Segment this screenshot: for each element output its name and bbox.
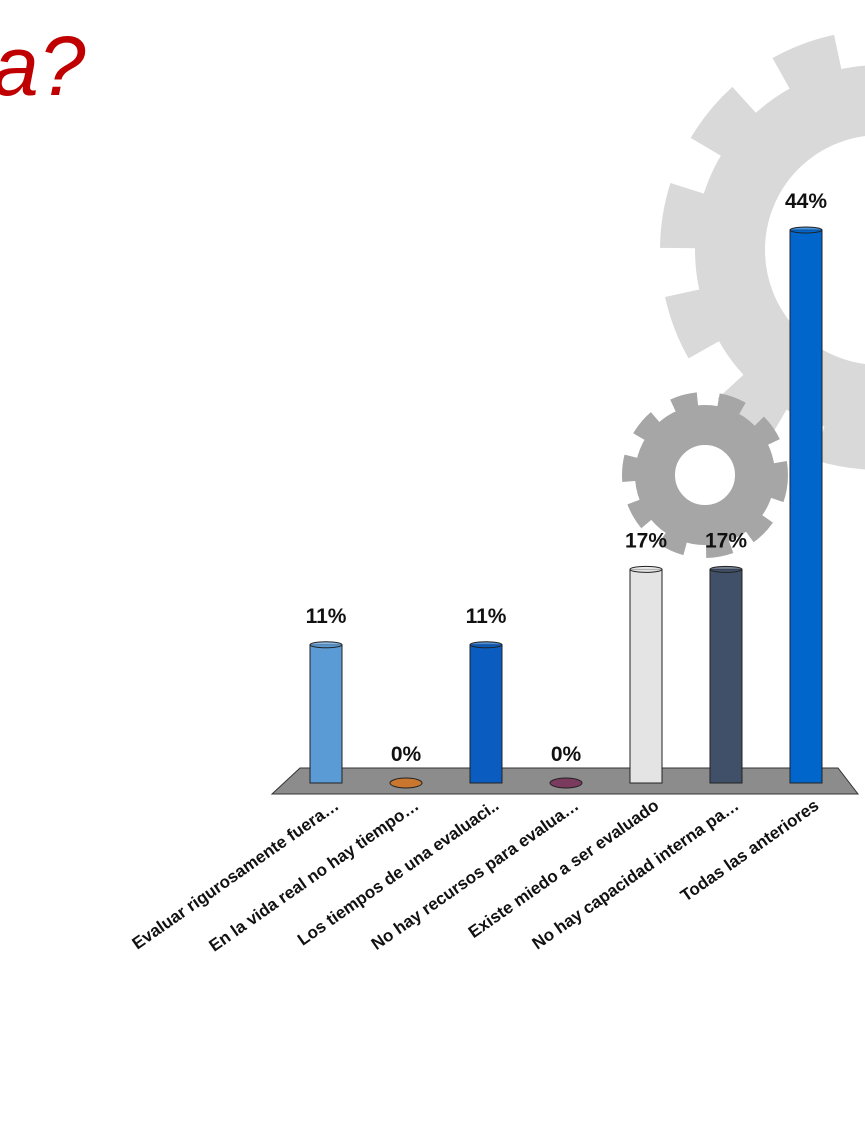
bar xyxy=(629,568,663,784)
bar xyxy=(309,644,343,784)
gear-large xyxy=(660,30,865,470)
gear-small xyxy=(622,392,788,558)
value-label: 11% xyxy=(306,605,347,628)
value-label: 44% xyxy=(785,190,827,213)
bar-top xyxy=(629,565,663,573)
chart-title: a? xyxy=(0,19,86,113)
bar-top xyxy=(789,226,823,234)
bar xyxy=(709,568,743,784)
bar-top xyxy=(469,641,503,649)
value-label: 17% xyxy=(625,529,667,552)
bar xyxy=(789,229,823,784)
value-label: 0% xyxy=(391,743,422,766)
value-label: 0% xyxy=(551,743,582,766)
bar-top xyxy=(309,641,343,649)
value-label: 17% xyxy=(705,529,747,552)
bar-top xyxy=(389,777,423,789)
bar-top xyxy=(709,565,743,573)
value-label: 11% xyxy=(466,605,507,628)
x-tick-label: Todas las anteriores xyxy=(677,796,822,906)
bar-top xyxy=(549,777,583,789)
bar xyxy=(469,644,503,784)
